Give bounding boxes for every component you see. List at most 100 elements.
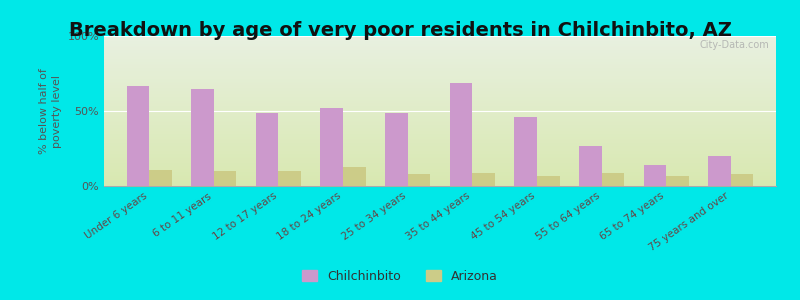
- Bar: [104, 111, 776, 112]
- Bar: [321, 108, 343, 186]
- Bar: [104, 96, 776, 98]
- Bar: [643, 165, 666, 186]
- Bar: [104, 61, 776, 63]
- Bar: [104, 45, 776, 46]
- Bar: [104, 160, 776, 162]
- Bar: [104, 159, 776, 160]
- Bar: [104, 72, 776, 74]
- Bar: [104, 100, 776, 102]
- Bar: [104, 90, 776, 92]
- Bar: [104, 44, 776, 45]
- Bar: [104, 117, 776, 118]
- Bar: [104, 176, 776, 177]
- Bar: [104, 93, 776, 94]
- Bar: [385, 112, 408, 186]
- Bar: [104, 81, 776, 82]
- Bar: [514, 117, 537, 186]
- Bar: [104, 80, 776, 81]
- Bar: [104, 63, 776, 64]
- Bar: [104, 39, 776, 40]
- Bar: [104, 135, 776, 136]
- Bar: [104, 92, 776, 93]
- Bar: [104, 76, 776, 78]
- Bar: [104, 150, 776, 152]
- Bar: [104, 128, 776, 129]
- Bar: [450, 82, 472, 186]
- Bar: [104, 69, 776, 70]
- Bar: [408, 174, 430, 186]
- Bar: [150, 169, 172, 186]
- Bar: [104, 172, 776, 174]
- Bar: [730, 174, 754, 186]
- Bar: [104, 38, 776, 39]
- Bar: [104, 116, 776, 117]
- Bar: [104, 36, 776, 38]
- Bar: [104, 169, 776, 171]
- Bar: [104, 124, 776, 126]
- Bar: [104, 144, 776, 146]
- Bar: [104, 147, 776, 148]
- Bar: [104, 126, 776, 128]
- Bar: [104, 130, 776, 132]
- Bar: [104, 129, 776, 130]
- Bar: [104, 110, 776, 111]
- Bar: [104, 148, 776, 150]
- Bar: [104, 168, 776, 170]
- Bar: [214, 171, 237, 186]
- Y-axis label: % below half of
poverty level: % below half of poverty level: [38, 68, 62, 154]
- Bar: [104, 164, 776, 165]
- Bar: [278, 171, 301, 186]
- Bar: [579, 146, 602, 186]
- Bar: [104, 112, 776, 114]
- Legend: Chilchinbito, Arizona: Chilchinbito, Arizona: [297, 265, 503, 288]
- Bar: [104, 103, 776, 105]
- Bar: [126, 85, 150, 186]
- Bar: [104, 154, 776, 156]
- Bar: [104, 84, 776, 86]
- Bar: [602, 172, 624, 186]
- Bar: [104, 122, 776, 123]
- Bar: [104, 167, 776, 168]
- Bar: [104, 184, 776, 186]
- Bar: [104, 98, 776, 99]
- Bar: [104, 171, 776, 172]
- Bar: [104, 88, 776, 90]
- Bar: [104, 153, 776, 154]
- Bar: [104, 177, 776, 178]
- Bar: [104, 114, 776, 116]
- Bar: [104, 51, 776, 52]
- Bar: [104, 140, 776, 141]
- Bar: [104, 105, 776, 106]
- Bar: [104, 58, 776, 60]
- Text: City-Data.com: City-Data.com: [699, 40, 770, 50]
- Bar: [104, 183, 776, 184]
- Bar: [104, 178, 776, 180]
- Bar: [104, 174, 776, 176]
- Bar: [104, 57, 776, 58]
- Bar: [343, 167, 366, 186]
- Bar: [666, 176, 689, 186]
- Bar: [104, 70, 776, 72]
- Bar: [104, 75, 776, 76]
- Bar: [104, 142, 776, 144]
- Bar: [104, 156, 776, 158]
- Bar: [104, 118, 776, 120]
- Bar: [104, 106, 776, 108]
- Text: Breakdown by age of very poor residents in Chilchinbito, AZ: Breakdown by age of very poor residents …: [69, 21, 731, 40]
- Bar: [104, 120, 776, 122]
- Bar: [104, 123, 776, 124]
- Bar: [472, 172, 495, 186]
- Bar: [104, 78, 776, 80]
- Bar: [104, 87, 776, 88]
- Bar: [104, 108, 776, 110]
- Bar: [104, 56, 776, 57]
- Bar: [104, 182, 776, 183]
- Bar: [104, 141, 776, 142]
- Bar: [104, 94, 776, 96]
- Bar: [104, 48, 776, 50]
- Bar: [104, 64, 776, 66]
- Bar: [104, 85, 776, 87]
- Bar: [708, 156, 730, 186]
- Bar: [104, 134, 776, 135]
- Bar: [104, 66, 776, 68]
